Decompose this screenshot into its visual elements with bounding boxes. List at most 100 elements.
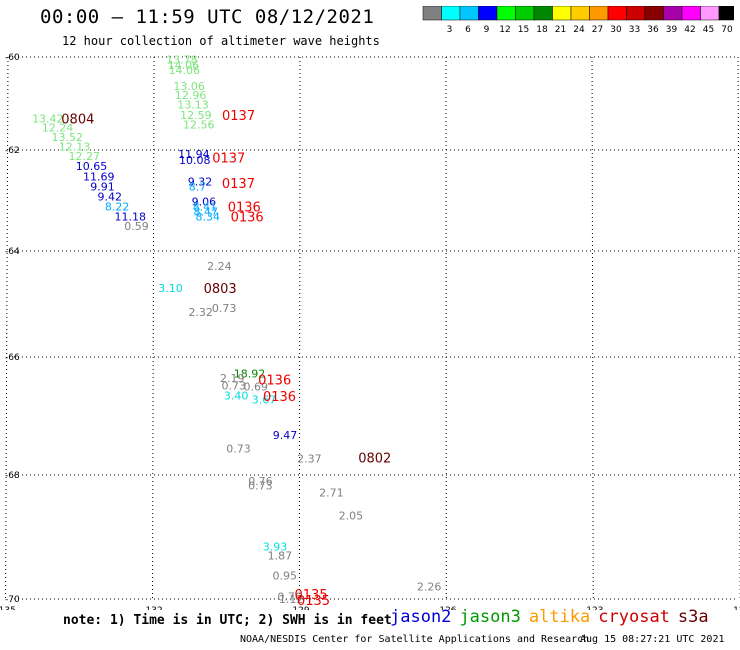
page-title: 00:00 – 11:59 UTC 08/12/2021 bbox=[40, 6, 375, 28]
wave-height-value: 10.65 bbox=[76, 160, 108, 173]
meridian-gridline bbox=[152, 56, 155, 600]
wave-height-value: 2.71 bbox=[319, 486, 344, 499]
wave-height-value: 8.41 bbox=[193, 201, 218, 214]
legend-cryosat: cryosat bbox=[598, 607, 670, 627]
page-subtitle: 12 hour collection of altimeter wave hei… bbox=[62, 34, 380, 48]
wave-height-value: 11.94 bbox=[178, 148, 210, 161]
wave-height-value: 9.06 bbox=[192, 196, 217, 209]
wave-height-value: 2.37 bbox=[297, 452, 322, 465]
colorbar-label: 9 bbox=[484, 25, 490, 34]
footer-note: note: 1) Time is in UTC; 2) SWH is in fe… bbox=[63, 613, 392, 628]
pass-time-label: 0136 bbox=[263, 390, 296, 405]
wave-height-value: 2.24 bbox=[207, 260, 232, 273]
wave-height-value: 9.42 bbox=[98, 190, 123, 203]
pass-time-label: 0137 bbox=[222, 177, 255, 192]
wave-height-value: 18.92 bbox=[234, 368, 266, 381]
lat-tick-label: -60 bbox=[5, 53, 20, 63]
wave-height-value: 12.13 bbox=[59, 140, 91, 153]
legend-s3a: s3a bbox=[677, 607, 709, 627]
pass-time-label: 0136 bbox=[228, 201, 261, 216]
wave-height-value: 8.22 bbox=[105, 201, 130, 214]
legend-jason2: jason2 bbox=[390, 607, 452, 627]
pass-time-label: 0135 bbox=[295, 588, 328, 603]
wave-height-value: 2.05 bbox=[339, 509, 364, 522]
colorbar-label: 42 bbox=[684, 25, 695, 34]
colorbar-label: 12 bbox=[499, 25, 510, 34]
wave-height-value: 0.59 bbox=[124, 220, 148, 233]
pass-time-label: 0803 bbox=[204, 282, 237, 297]
wave-height-value: 9.32 bbox=[188, 175, 213, 188]
lon-tick-label: -126 bbox=[436, 606, 457, 610]
colorbar-label: 3 bbox=[447, 25, 453, 34]
pass-time-label: 0135 bbox=[297, 594, 330, 609]
wave-height-value: 9.47 bbox=[273, 429, 298, 442]
lon-tick-label: -123 bbox=[583, 606, 603, 610]
wave-height-value: 10.08 bbox=[179, 154, 211, 167]
pass-time-label: 0804 bbox=[61, 112, 94, 127]
wave-height-value: 0.76 bbox=[248, 475, 273, 488]
wave-height-value: 0.69 bbox=[243, 381, 268, 394]
colorbar-label: 24 bbox=[573, 25, 585, 34]
lon-tick-label: -120 bbox=[730, 606, 740, 610]
wave-height-value: 13.42 bbox=[32, 112, 64, 125]
wave-height-value: 13.13 bbox=[177, 98, 209, 111]
satellite-legend: jason2 jason3 altika cryosat s3a bbox=[390, 607, 717, 627]
footer-credit: NOAA/NESDIS Center for Satellite Applica… bbox=[240, 634, 590, 645]
wave-height-value: 8.7 bbox=[189, 180, 207, 193]
lon-tick-label: -129 bbox=[289, 606, 310, 610]
wave-height-value: 13.06 bbox=[173, 80, 205, 93]
colorbar-label: 27 bbox=[592, 25, 603, 34]
colorbar-label: 45 bbox=[703, 25, 714, 34]
wave-height-value: 2.19 bbox=[220, 372, 245, 385]
lon-tick-label: -132 bbox=[142, 606, 162, 610]
wave-height-value: 3.40 bbox=[224, 389, 249, 402]
pass-time-label: 0136 bbox=[231, 211, 264, 226]
wave-height-value: 2.32 bbox=[188, 306, 213, 319]
wave-height-value: 8.47 bbox=[194, 206, 219, 219]
meridian-gridline bbox=[5, 56, 9, 600]
legend-altika: altika bbox=[528, 607, 591, 627]
colorbar-swatch bbox=[718, 6, 734, 21]
lat-tick-label: -64 bbox=[5, 247, 20, 257]
wave-height-value: 3.67 bbox=[252, 393, 277, 406]
colorbar-label: 39 bbox=[666, 25, 678, 34]
wave-height-value: 11.69 bbox=[83, 170, 115, 183]
pass-time-label: 0136 bbox=[258, 373, 291, 388]
pass-time-label: 0802 bbox=[358, 451, 391, 466]
wave-height-value: 12.96 bbox=[175, 89, 207, 102]
lat-tick-label: -62 bbox=[5, 146, 20, 156]
colorbar-label: 15 bbox=[518, 25, 529, 34]
wave-height-value: 0.73 bbox=[212, 302, 237, 315]
wave-height-value: 12.27 bbox=[68, 150, 100, 163]
colorbar-label: 6 bbox=[465, 25, 471, 34]
wave-height-value: 0.76 bbox=[277, 591, 302, 604]
colorbar-label: 18 bbox=[536, 25, 548, 34]
wave-height-value: 0.73 bbox=[221, 379, 246, 392]
wave-height-value: 12.59 bbox=[180, 109, 212, 122]
lat-tick-label: -68 bbox=[5, 471, 20, 481]
colorbar-label: 21 bbox=[555, 25, 566, 34]
wave-height-value: 0.73 bbox=[248, 480, 273, 493]
meridian-gridline bbox=[591, 56, 594, 600]
lat-tick-label: -66 bbox=[5, 353, 20, 363]
colorbar-label: 30 bbox=[610, 25, 622, 34]
wave-height-value: 14.06 bbox=[169, 64, 201, 77]
lon-tick-label: -135 bbox=[0, 606, 16, 610]
pass-time-label: 0137 bbox=[222, 109, 255, 124]
pass-time-label: 0137 bbox=[212, 152, 245, 167]
wave-height-value: 3.10 bbox=[158, 282, 183, 295]
footer-date: Aug 15 08:27:21 UTC 2021 bbox=[580, 634, 725, 645]
wave-height-value: 9.91 bbox=[90, 180, 115, 193]
wave-height-value: 11.18 bbox=[115, 211, 147, 224]
wave-height-value: 12.56 bbox=[183, 118, 215, 131]
wave-height-value: 8.34 bbox=[195, 211, 220, 224]
meridian-gridline bbox=[298, 56, 301, 600]
wave-height-value: 12.24 bbox=[42, 122, 73, 135]
wave-height-value: 0.95 bbox=[273, 569, 298, 582]
wave-height-value: 1.12 bbox=[279, 593, 304, 606]
wave-height-value: 14.06 bbox=[168, 59, 200, 72]
wave-height-value: 2.26 bbox=[417, 581, 442, 594]
colorbar-label: 33 bbox=[629, 25, 640, 34]
wave-height-value: 13.78 bbox=[166, 53, 198, 66]
